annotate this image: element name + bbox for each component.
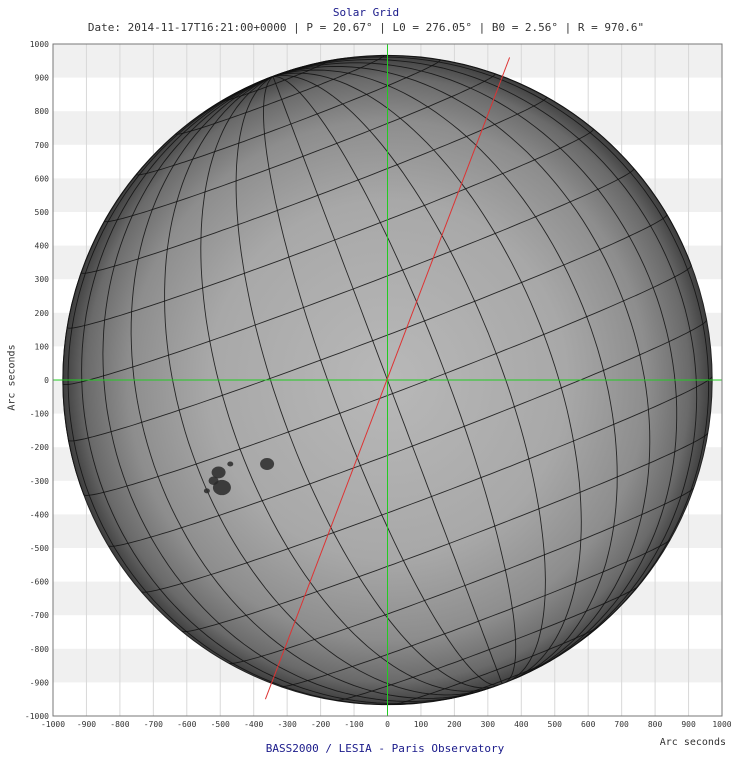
y-tick-label: -500 — [30, 544, 49, 553]
y-tick-label: 200 — [35, 309, 50, 318]
grid-line — [272, 55, 692, 266]
heliographic-grid — [62, 54, 713, 706]
x-tick-label: 400 — [514, 720, 529, 729]
x-tick-label: -100 — [344, 720, 363, 729]
grid-line — [272, 59, 698, 667]
y-tick-label: 0 — [44, 376, 49, 385]
x-tick-label: 0 — [385, 720, 390, 729]
x-axis-label: Arc seconds — [659, 737, 726, 748]
grid-line — [272, 74, 546, 682]
x-tick-label: -300 — [278, 720, 297, 729]
x-tick-label: 100 — [414, 720, 429, 729]
x-tick-label: -800 — [110, 720, 129, 729]
sunspot-group — [203, 458, 275, 496]
y-tick-label: -800 — [30, 645, 49, 654]
sunspot — [260, 458, 275, 470]
y-tick-label: -300 — [30, 477, 49, 486]
y-tick-label: -400 — [30, 510, 49, 519]
y-tick-label: 100 — [35, 342, 50, 351]
y-tick-label: 1000 — [30, 40, 49, 49]
grid-line — [263, 76, 499, 686]
x-tick-label: -200 — [311, 720, 330, 729]
y-tick-label: 600 — [35, 174, 50, 183]
grid-line — [272, 69, 618, 679]
y-tick-label: -600 — [30, 578, 49, 587]
y-tick-labels: 10009008007006005004003002001000-100-200… — [25, 40, 49, 721]
x-tick-label: 600 — [581, 720, 596, 729]
sunspot — [227, 461, 234, 467]
x-tick-label: -400 — [244, 720, 263, 729]
sunspot — [208, 476, 219, 486]
grid-line — [272, 76, 503, 684]
y-tick-label: 800 — [35, 107, 50, 116]
x-tick-labels: -1000 -900 -800 -700 -600 -500 -400 -300 -200 -10… — [41, 720, 732, 729]
y-tick-label: 700 — [35, 141, 50, 150]
x-tick-label: -500 — [211, 720, 230, 729]
y-tick-label: -700 — [30, 611, 49, 620]
grid-line — [130, 76, 486, 699]
chart-subtitle: Date: 2014-11-17T16:21:00+0000 | P = 20.… — [87, 21, 645, 34]
y-tick-label: 500 — [35, 208, 50, 217]
y-tick-label: -100 — [30, 410, 49, 419]
x-tick-label: 500 — [548, 720, 563, 729]
x-tick-label: -600 — [177, 720, 196, 729]
grid-line — [272, 62, 678, 673]
y-tick-label: -1000 — [25, 712, 49, 721]
y-tick-label: -200 — [30, 443, 49, 452]
chart-title: Solar Grid — [332, 6, 400, 19]
grid-line — [272, 56, 710, 642]
x-tick-label: 300 — [481, 720, 496, 729]
sunspot — [212, 479, 231, 496]
grid-line — [81, 76, 462, 705]
x-tick-label: -700 — [144, 720, 163, 729]
grid-line — [235, 76, 495, 689]
y-axis-label: Arc seconds — [6, 344, 18, 411]
grid-line — [62, 76, 274, 495]
grid-line — [272, 65, 651, 678]
grid-line — [273, 76, 517, 683]
grid-line — [200, 76, 492, 692]
grid-line — [164, 76, 489, 696]
x-tick-label: -900 — [77, 720, 96, 729]
x-tick-label: 900 — [681, 720, 696, 729]
y-tick-label: 400 — [35, 242, 50, 251]
x-tick-label: 200 — [447, 720, 462, 729]
grid-line — [272, 75, 275, 77]
x-tick-label: 700 — [614, 720, 629, 729]
grid-line — [102, 76, 475, 702]
y-tick-label: -900 — [30, 678, 49, 687]
credit-text: BASS2000 / LESIA - Paris Observatory — [265, 742, 505, 755]
y-tick-label: 900 — [35, 74, 50, 83]
grid-line — [272, 72, 582, 680]
x-tick-label: 1000 — [712, 720, 731, 729]
rotation-axis-line — [264, 57, 511, 700]
plot-frame — [52, 43, 723, 717]
x-tick-label: -1000 — [41, 720, 65, 729]
grid-line — [67, 76, 416, 706]
sunspot — [211, 466, 226, 479]
sunspot — [203, 488, 210, 494]
y-tick-label: 300 — [35, 275, 50, 284]
x-tick-label: 800 — [648, 720, 663, 729]
